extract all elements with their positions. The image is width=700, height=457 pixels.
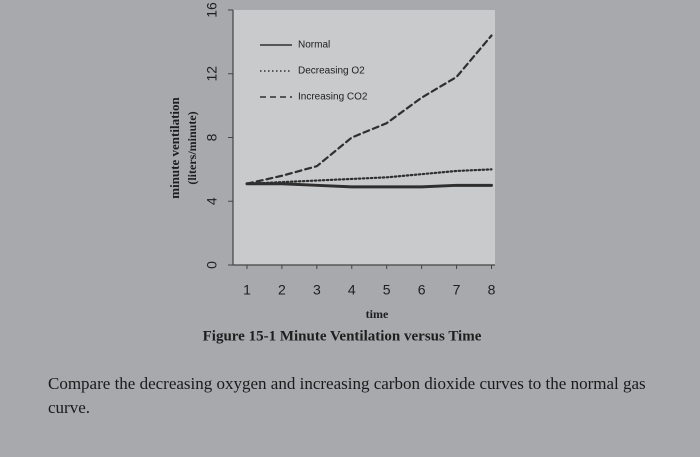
- x-tick-label: 7: [453, 282, 461, 298]
- y-tick-label: 0: [204, 261, 220, 269]
- y-axis-label: (liters/minute): [185, 111, 199, 184]
- x-tick-label: 5: [383, 282, 391, 298]
- legend-label: Increasing CO2: [298, 92, 368, 103]
- x-tick-label: 6: [418, 282, 426, 298]
- y-axis-label: minute ventilation: [167, 96, 182, 198]
- y-tick-label: 16: [204, 2, 220, 18]
- y-tick-label: 8: [204, 133, 220, 141]
- question: Compare the decreasing oxygen and increa…: [48, 374, 646, 417]
- series-line: [245, 168, 493, 185]
- x-tick-label: 1: [243, 282, 251, 298]
- legend-label: Normal: [298, 40, 330, 51]
- legend-label: Decreasing O2: [298, 66, 365, 77]
- x-tick-label: 4: [348, 282, 356, 298]
- x-tick-label: 2: [278, 282, 286, 298]
- chart: time minute ventilation (liters/minute) …: [167, 2, 496, 344]
- y-tick-label: 12: [204, 66, 220, 82]
- series-line: [245, 182, 494, 189]
- chart-title: Figure 15-1 Minute Ventilation versus Ti…: [203, 328, 482, 344]
- plot-area: [233, 10, 495, 265]
- x-axis-label: time: [366, 307, 389, 321]
- x-tick-label: 8: [488, 282, 496, 298]
- series-line: [245, 34, 493, 185]
- y-tick-label: 4: [204, 197, 220, 205]
- x-tick-label: 3: [313, 282, 321, 298]
